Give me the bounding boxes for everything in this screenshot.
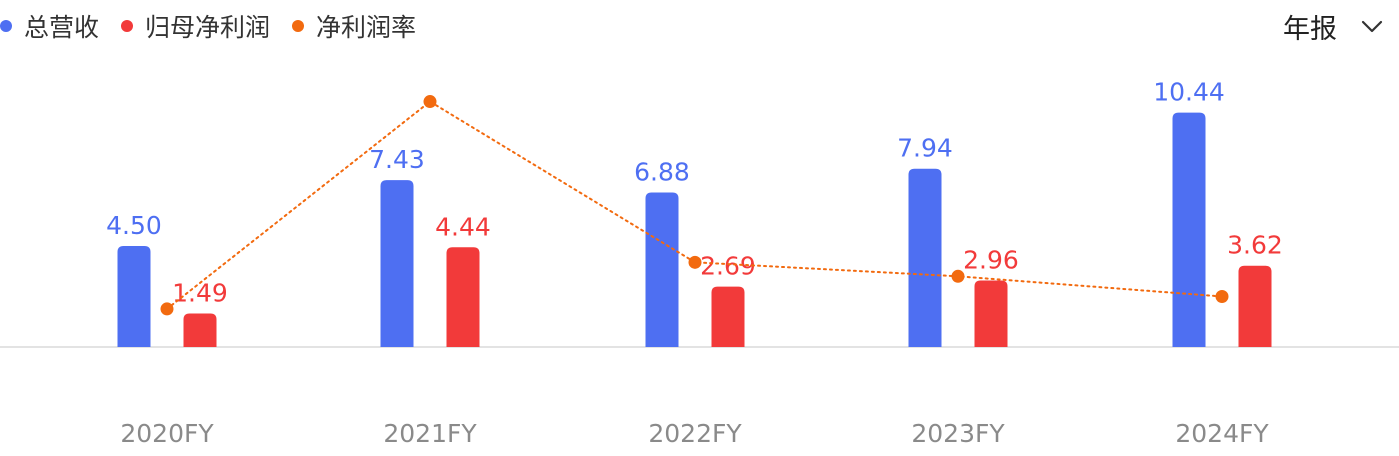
legend-label: 净利润率 — [316, 13, 417, 42]
x-tick-label: 2023FY — [911, 419, 1005, 448]
bar-revenue — [1172, 112, 1206, 347]
legend-item-revenue[interactable]: 总营收 — [0, 8, 99, 44]
bar-revenue — [645, 192, 679, 347]
data-label: 2.69 — [700, 252, 756, 281]
legend-item-net-margin[interactable]: 净利润率 — [292, 8, 416, 44]
legend-label: 总营收 — [24, 13, 100, 42]
bar-net-profit — [711, 286, 745, 347]
data-label: 10.44 — [1153, 78, 1225, 107]
legend: 总营收 归母净利润 净利润率 — [0, 6, 416, 46]
bar-net-profit — [974, 280, 1008, 347]
data-label: 6.88 — [634, 158, 690, 187]
legend-dot-icon — [292, 20, 305, 32]
bar-net-profit — [1238, 265, 1272, 347]
net-margin-point — [160, 302, 174, 316]
legend-item-net-profit[interactable]: 归母净利润 — [121, 8, 270, 44]
bar-net-profit — [446, 247, 480, 347]
data-label: 2.96 — [963, 246, 1019, 275]
x-tick-label: 2021FY — [383, 419, 477, 448]
bar-revenue — [908, 168, 942, 347]
bar-revenue — [117, 245, 151, 347]
x-tick-label: 2022FY — [648, 419, 742, 448]
net-margin-point — [688, 255, 702, 269]
legend-dot-icon — [121, 20, 134, 32]
data-label: 3.62 — [1227, 231, 1283, 260]
data-label: 4.50 — [106, 211, 162, 240]
period-selector-label: 年报 — [1283, 13, 1337, 45]
data-label: 7.43 — [369, 145, 425, 174]
bar-net-profit — [183, 313, 217, 347]
legend-label: 归母净利润 — [145, 13, 271, 42]
data-label: 7.94 — [897, 134, 953, 163]
x-tick-label: 2020FY — [120, 419, 214, 448]
net-margin-point — [1215, 289, 1229, 303]
legend-dot-icon — [0, 20, 12, 32]
x-tick-label: 2024FY — [1175, 419, 1269, 448]
period-selector[interactable]: 年报 — [1283, 6, 1385, 46]
net-margin-line — [166, 100, 1223, 310]
data-label: 4.44 — [435, 212, 491, 241]
net-margin-point — [951, 269, 965, 283]
bar-revenue — [380, 180, 414, 347]
chevron-down-icon — [1361, 20, 1383, 33]
net-margin-point — [423, 95, 437, 109]
